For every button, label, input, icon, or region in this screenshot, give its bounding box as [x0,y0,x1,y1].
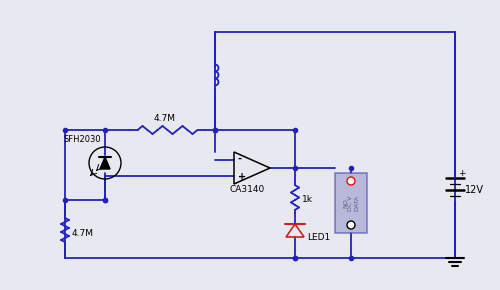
Text: -: - [350,222,352,228]
Text: SFH2030: SFH2030 [63,135,100,144]
Text: 4.7M: 4.7M [72,229,94,238]
Text: 4.7M: 4.7M [154,114,176,123]
Text: CA3140: CA3140 [230,185,264,194]
Text: +: + [348,178,354,184]
Text: -: - [238,154,242,164]
Text: +: + [458,168,466,177]
Text: LED1: LED1 [307,233,330,242]
Text: DC V: DC V [348,195,354,211]
Circle shape [347,177,355,185]
Polygon shape [100,157,110,169]
Circle shape [347,221,355,229]
Text: 1k: 1k [302,195,313,204]
Text: DATA: DATA [354,195,360,211]
Text: NO: NO [344,198,348,208]
Text: 12V: 12V [465,185,484,195]
Bar [335,173,367,233]
Text: +: + [238,172,246,182]
